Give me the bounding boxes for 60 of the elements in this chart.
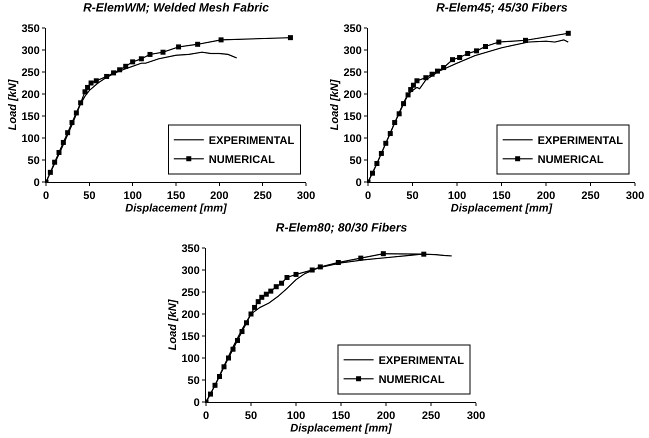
x-tick-label: 300 — [466, 410, 486, 422]
legend-label: NUMERICAL — [378, 374, 445, 386]
y-tick-label: 350 — [343, 22, 362, 35]
y-tick-label: 50 — [188, 374, 200, 387]
x-tick-label: 150 — [166, 190, 186, 202]
x-tick-label: 200 — [376, 410, 396, 422]
legend-label: NUMERICAL — [538, 154, 604, 166]
y-tick-label: 250 — [21, 66, 40, 79]
x-tick-label: 200 — [210, 190, 229, 202]
x-axis-title: Displacement [mm] — [125, 202, 228, 214]
chart-title: R-Elem45; 45/30 Fibers — [436, 0, 568, 15]
y-tick-label: 0 — [356, 176, 362, 189]
x-tick-label: 0 — [364, 190, 372, 202]
x-tick-label: 100 — [286, 410, 306, 422]
x-tick-label: 50 — [406, 190, 419, 202]
y-tick-label: 150 — [181, 330, 200, 343]
y-tick-label: 300 — [181, 264, 200, 277]
y-tick-label: 300 — [21, 44, 40, 57]
x-axis-title: Displacement [mm] — [290, 422, 392, 434]
y-tick-label: 350 — [21, 22, 40, 35]
x-tick-label: 250 — [581, 190, 600, 202]
x-tick-label: 250 — [422, 410, 440, 422]
x-tick-label: 50 — [83, 190, 96, 202]
y-tick-label: 200 — [181, 308, 200, 321]
x-tick-label: 0 — [202, 410, 210, 422]
y-axis-title: Load [kN] — [167, 299, 180, 350]
x-axis-title: Displacement [mm] — [450, 202, 553, 214]
legend-label: EXPERIMENTAL — [208, 135, 294, 148]
y-tick-label: 350 — [181, 242, 200, 255]
legend-label: NUMERICAL — [208, 154, 276, 166]
x-tick-label: 300 — [296, 190, 316, 202]
y-tick-label: 150 — [21, 110, 40, 123]
y-axis-title: Load [kN] — [7, 79, 20, 130]
x-tick-label: 300 — [626, 190, 644, 202]
x-tick-label: 150 — [492, 190, 511, 202]
y-tick-label: 200 — [21, 88, 40, 101]
y-tick-label: 250 — [181, 286, 200, 299]
x-tick-label: 100 — [448, 190, 466, 202]
legend-label: EXPERIMENTAL — [378, 355, 464, 368]
y-tick-label: 300 — [343, 44, 362, 57]
legend-label: EXPERIMENTAL — [538, 135, 624, 148]
y-tick-label: 100 — [343, 132, 362, 145]
y-tick-label: 100 — [21, 132, 40, 145]
y-tick-label: 0 — [194, 396, 200, 409]
y-tick-label: 200 — [343, 88, 362, 101]
x-tick-label: 250 — [253, 190, 272, 202]
y-tick-label: 150 — [343, 110, 362, 123]
y-axis-title: Load [kN] — [329, 79, 342, 130]
chart-title: R-Elem80; 80/30 Fibers — [276, 220, 408, 235]
y-tick-label: 250 — [343, 66, 362, 79]
y-tick-label: 50 — [350, 154, 362, 167]
y-tick-label: 0 — [34, 176, 40, 189]
x-tick-label: 50 — [244, 410, 258, 422]
chart-title: R-ElemWM; Welded Mesh Fabric — [83, 0, 270, 15]
x-tick-label: 200 — [536, 190, 556, 202]
x-tick-label: 0 — [42, 190, 50, 202]
y-tick-label: 50 — [28, 154, 40, 167]
y-tick-label: 100 — [181, 352, 200, 365]
x-tick-label: 100 — [123, 190, 142, 202]
x-tick-label: 150 — [332, 410, 350, 422]
